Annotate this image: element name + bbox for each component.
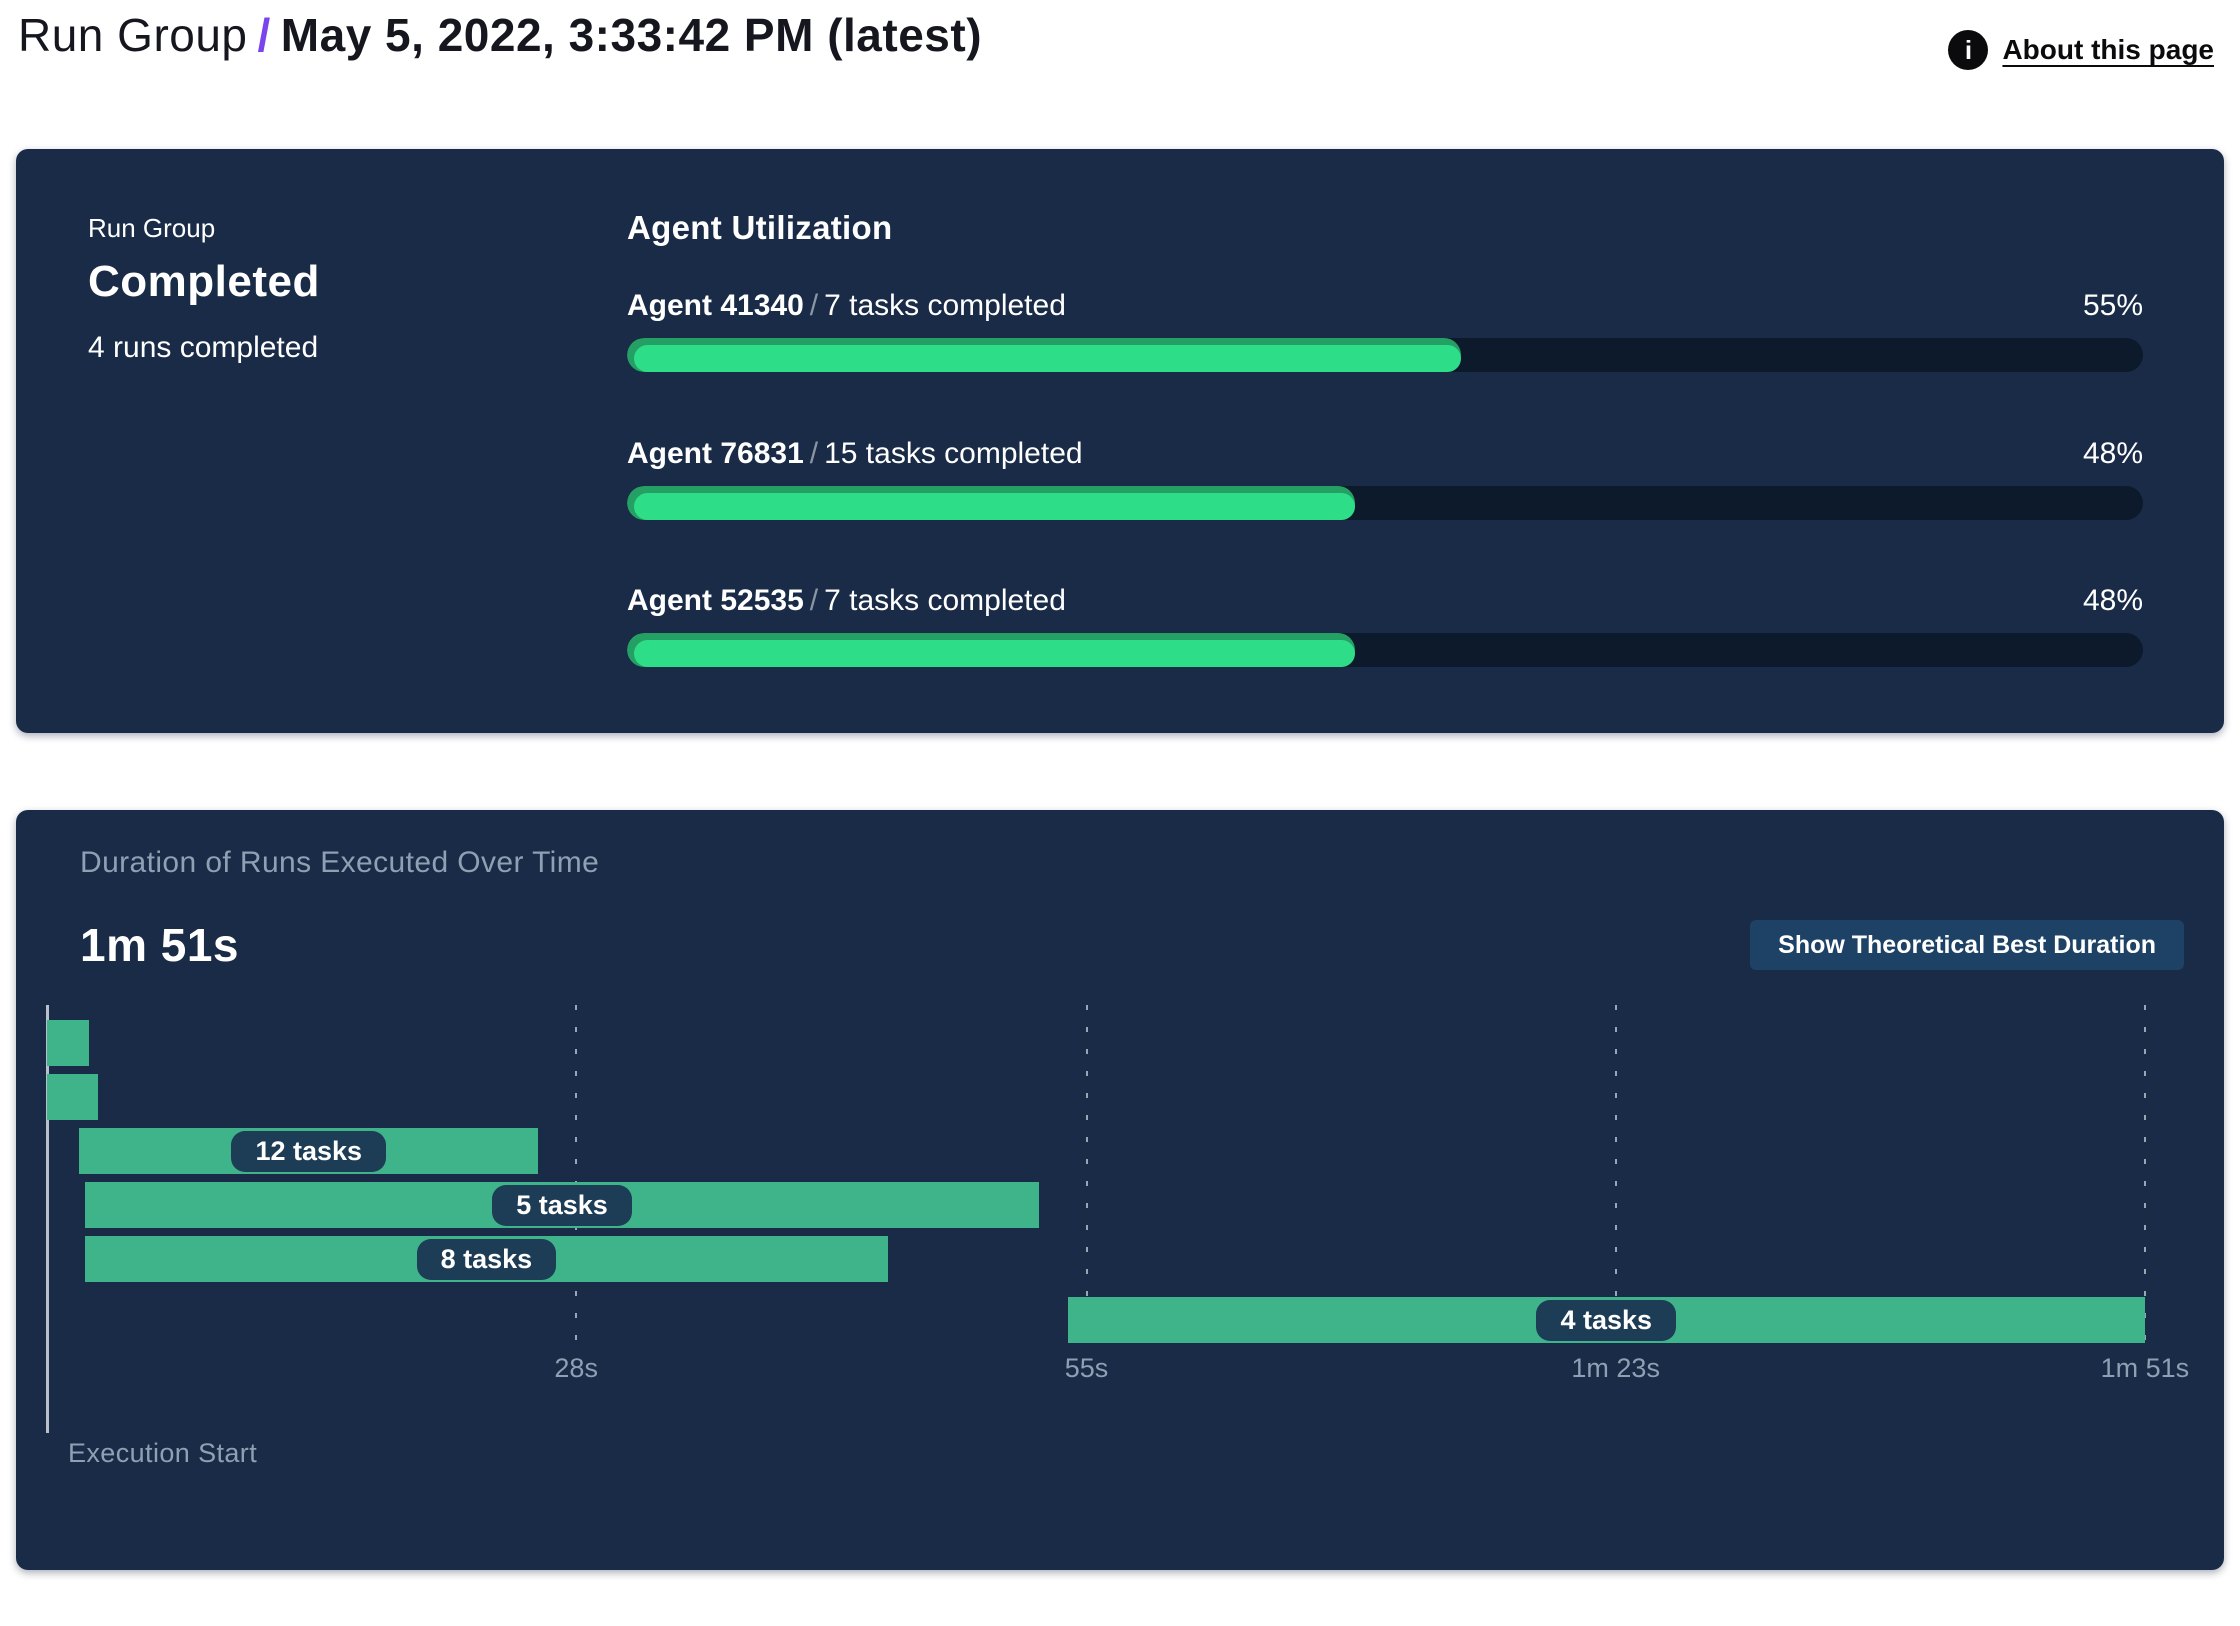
- agent-utilization-percent: 48%: [2082, 437, 2143, 470]
- gridline: [1614, 1005, 1617, 1350]
- axis-tick-label: 55s: [1064, 1353, 1109, 1383]
- agent-utilization-bar-fill: [627, 633, 1355, 667]
- gridline: [2143, 1005, 2146, 1350]
- run-group-panel: Run Group Completed 4 runs completed Age…: [16, 149, 2224, 733]
- agent-row: Agent 76831/15 tasks completed 48%: [627, 437, 2143, 520]
- duration-panel: Duration of Runs Executed Over Time 1m 5…: [16, 810, 2224, 1570]
- agent-utilization-percent: 48%: [2082, 584, 2143, 617]
- gridline: [1085, 1005, 1088, 1350]
- agent-label: Agent 76831/15 tasks completed: [627, 437, 1083, 471]
- agent-name: Agent 52535: [627, 584, 804, 617]
- agent-tasks-completed: 7 tasks completed: [824, 289, 1066, 322]
- agent-utilization-bar-fill: [627, 486, 1355, 520]
- run-bar[interactable]: 8 tasks: [84, 1236, 889, 1282]
- agent-tasks-completed: 7 tasks completed: [824, 584, 1066, 617]
- agent-row: Agent 41340/7 tasks completed 55%: [627, 289, 2143, 372]
- agent-name: Agent 76831: [627, 437, 804, 470]
- page-title: May 5, 2022, 3:33:42 PM (latest): [280, 9, 983, 61]
- duration-gantt-chart: 12 tasks 5 tasks 8 tasks 4 tasks 28s 55s 1m 2…: [16, 1005, 2224, 1450]
- agent-utilization-bar-fill: [627, 338, 1461, 372]
- execution-start-label: Execution Start: [68, 1438, 258, 1468]
- run-bar[interactable]: 12 tasks: [79, 1128, 539, 1174]
- agent-tasks-completed: 15 tasks completed: [824, 437, 1083, 470]
- run-task-count-pill: 12 tasks: [231, 1130, 387, 1172]
- agent-label-separator: /: [809, 289, 819, 322]
- show-theoretical-best-duration-button[interactable]: Show Theoretical Best Duration: [1750, 920, 2184, 970]
- axis-tick-label: 28s: [554, 1353, 598, 1383]
- summary-eyebrow: Run Group: [88, 213, 216, 243]
- agent-utilization-bar-track: [627, 338, 2143, 372]
- run-task-count-pill: 8 tasks: [416, 1238, 557, 1280]
- agent-label-separator: /: [809, 437, 819, 470]
- execution-start-axis-line: [46, 1005, 49, 1433]
- agent-utilization-bar-fill-inner: [634, 345, 1461, 372]
- gridline: [575, 1005, 578, 1350]
- status-text: Completed: [88, 257, 320, 306]
- agent-name: Agent 41340: [627, 289, 804, 322]
- agent-utilization-bar-fill-inner: [634, 640, 1355, 667]
- total-duration-value: 1m 51s: [80, 919, 240, 971]
- about-link[interactable]: About this page: [2002, 34, 2214, 65]
- run-task-count-pill: 5 tasks: [492, 1184, 632, 1226]
- page-header: Run Group / May 5, 2022, 3:33:42 PM (lates…: [0, 0, 2240, 120]
- breadcrumb-separator: /: [257, 9, 271, 61]
- duration-chart-title: Duration of Runs Executed Over Time: [80, 846, 600, 879]
- info-icon[interactable]: i: [1948, 30, 1989, 70]
- run-bar[interactable]: 4 tasks: [1067, 1297, 2145, 1343]
- agent-label: Agent 52535/7 tasks completed: [627, 584, 1066, 618]
- axis-tick-label: 1m 23s: [1571, 1353, 1660, 1383]
- agent-utilization-bar-track: [627, 633, 2143, 667]
- run-bar[interactable]: 5 tasks: [84, 1182, 1040, 1228]
- run-task-count-pill: 4 tasks: [1536, 1299, 1677, 1341]
- axis-tick-label: 1m 51s: [2100, 1353, 2190, 1383]
- run-bar[interactable]: [47, 1020, 89, 1066]
- agent-utilization-title: Agent Utilization: [627, 209, 893, 246]
- agent-label: Agent 41340/7 tasks completed: [627, 289, 1066, 323]
- agent-row: Agent 52535/7 tasks completed 48%: [627, 584, 2143, 667]
- about-this-page[interactable]: i About this page: [1948, 30, 2214, 70]
- breadcrumb-run-group[interactable]: Run Group: [18, 9, 248, 61]
- breadcrumb: Run Group / May 5, 2022, 3:33:42 PM (lates…: [18, 8, 982, 62]
- agent-label-separator: /: [809, 584, 819, 617]
- agent-utilization-bar-fill-inner: [634, 493, 1355, 520]
- runs-completed-text: 4 runs completed: [88, 331, 319, 364]
- run-bar[interactable]: [47, 1074, 99, 1120]
- agent-utilization-percent: 55%: [2082, 289, 2143, 322]
- agent-utilization-bar-track: [627, 486, 2143, 520]
